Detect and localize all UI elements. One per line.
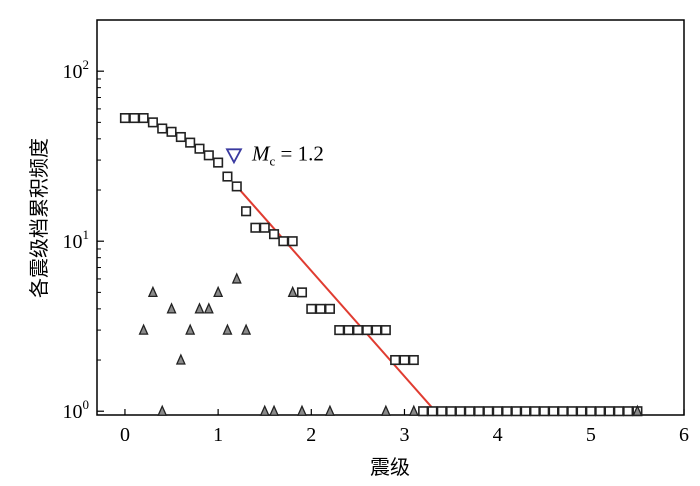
x-tick-label: 6	[679, 424, 689, 446]
x-tick-label: 3	[399, 424, 409, 446]
square-point	[324, 303, 335, 314]
square-point	[455, 406, 466, 417]
fit-line	[236, 185, 436, 412]
square-point	[501, 406, 513, 417]
square-point	[408, 354, 419, 366]
square-point	[436, 406, 447, 417]
square-point	[147, 117, 158, 128]
square-point	[371, 325, 382, 336]
triangle-point	[138, 323, 149, 335]
square-point	[203, 150, 214, 161]
square-point	[194, 143, 205, 154]
y-tick-label: 100	[63, 397, 90, 423]
square-point	[241, 206, 252, 217]
triangle-point	[408, 404, 419, 416]
square-point	[483, 406, 494, 417]
square-point	[557, 406, 568, 417]
y-tick-label: 101	[63, 227, 90, 253]
square-point	[399, 354, 410, 366]
triangle-point	[231, 272, 242, 284]
square-point	[185, 137, 196, 148]
triangle-point	[157, 404, 168, 416]
x-axis-title: 震级	[370, 455, 410, 479]
square-point	[306, 303, 317, 314]
square-point	[213, 157, 224, 168]
square-point	[529, 406, 540, 417]
square-point	[567, 406, 578, 417]
square-point	[268, 229, 280, 240]
square-point	[492, 406, 503, 417]
square-point	[222, 171, 233, 182]
cumulative-frequency-series	[119, 113, 643, 417]
triangle-point	[269, 404, 280, 416]
square-point	[511, 406, 522, 417]
triangle-point	[380, 404, 391, 416]
square-point	[129, 113, 140, 124]
triangle-point	[241, 323, 252, 335]
square-point	[278, 236, 289, 247]
square-point	[548, 406, 559, 417]
square-point	[539, 406, 550, 417]
plot-area-frame	[96, 19, 685, 416]
y-axis: 100 101 102	[63, 57, 104, 423]
square-point	[175, 131, 186, 143]
x-tick-label: 1	[213, 424, 223, 446]
triangle-point	[222, 323, 233, 335]
square-point	[595, 406, 606, 417]
square-point	[473, 406, 485, 417]
triangle-point	[296, 404, 307, 416]
triangle-point	[632, 404, 643, 416]
square-point	[138, 113, 149, 124]
square-point	[287, 236, 298, 247]
square-point	[427, 406, 438, 417]
square-point	[390, 354, 401, 366]
per-bin-frequency-series	[138, 272, 643, 416]
triangle-point	[166, 302, 177, 314]
square-point	[231, 181, 242, 192]
triangle-point	[194, 302, 205, 314]
triangle-point	[287, 285, 298, 298]
square-point	[585, 406, 596, 417]
square-point	[166, 126, 177, 137]
square-point	[343, 325, 354, 336]
square-point	[157, 123, 168, 134]
square-point	[613, 406, 624, 417]
square-point	[623, 406, 634, 417]
square-point	[119, 113, 131, 124]
x-axis: 0 1 2 3 4 5 6	[120, 409, 689, 446]
square-point	[334, 325, 345, 336]
square-point	[362, 325, 373, 336]
square-point	[315, 303, 326, 314]
triangle-point	[185, 323, 196, 335]
square-point	[250, 222, 261, 233]
mc-annotation: Mc = 1.2	[225, 141, 324, 168]
y-tick-label: 102	[63, 57, 90, 83]
mc-marker	[225, 148, 243, 165]
x-tick-label: 4	[493, 424, 503, 446]
square-point	[446, 406, 457, 417]
square-point	[464, 406, 475, 417]
triangle-point	[213, 285, 224, 298]
square-point	[604, 406, 615, 417]
triangle-point	[147, 285, 158, 298]
triangle-point	[203, 302, 214, 314]
fit-line-group	[236, 185, 436, 412]
square-point	[352, 325, 363, 336]
triangle-point	[324, 404, 335, 416]
triangle-point	[259, 404, 270, 416]
x-tick-label: 2	[306, 424, 316, 446]
square-point	[576, 406, 587, 417]
square-point	[296, 287, 308, 298]
x-tick-label: 0	[120, 424, 130, 446]
triangle-point	[175, 353, 186, 365]
square-point	[520, 406, 531, 417]
square-point	[380, 325, 391, 336]
square-point	[418, 406, 429, 417]
x-tick-label: 5	[586, 424, 596, 446]
mc-label: Mc = 1.2	[251, 141, 324, 168]
y-axis-title: 各震级档累积频度	[27, 138, 51, 298]
square-point	[259, 222, 270, 233]
